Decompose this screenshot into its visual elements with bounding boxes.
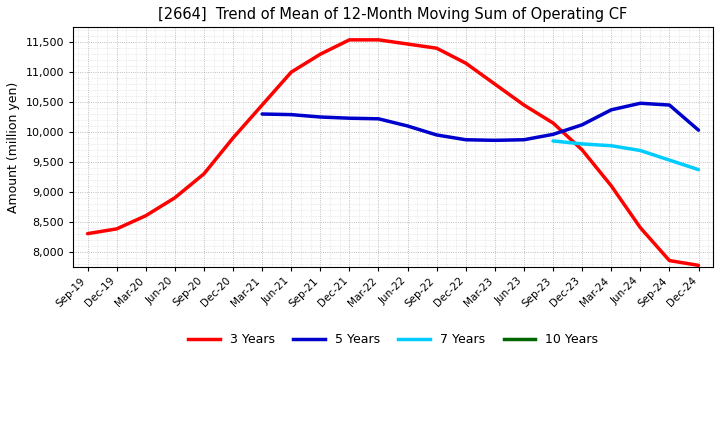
3 Years <box>607 183 616 188</box>
3 Years <box>112 226 121 231</box>
3 Years <box>490 81 499 87</box>
5 Years <box>316 114 325 120</box>
3 Years <box>199 171 208 176</box>
3 Years <box>316 51 325 57</box>
3 Years <box>345 37 354 43</box>
5 Years <box>549 132 557 137</box>
7 Years <box>636 148 644 153</box>
3 Years <box>694 263 703 268</box>
Title: [2664]  Trend of Mean of 12-Month Moving Sum of Operating CF: [2664] Trend of Mean of 12-Month Moving … <box>158 7 628 22</box>
7 Years <box>694 167 703 172</box>
Legend: 3 Years, 5 Years, 7 Years, 10 Years: 3 Years, 5 Years, 7 Years, 10 Years <box>184 328 603 351</box>
5 Years <box>374 116 383 121</box>
3 Years <box>141 213 150 218</box>
5 Years <box>607 107 616 113</box>
3 Years <box>374 37 383 43</box>
3 Years <box>578 147 587 153</box>
5 Years <box>578 122 587 128</box>
3 Years <box>636 225 644 230</box>
5 Years <box>432 132 441 138</box>
Line: 3 Years: 3 Years <box>88 40 698 265</box>
3 Years <box>403 41 412 47</box>
3 Years <box>84 231 92 236</box>
7 Years <box>578 141 587 147</box>
5 Years <box>258 111 266 117</box>
Y-axis label: Amount (million yen): Amount (million yen) <box>7 81 20 213</box>
Line: 5 Years: 5 Years <box>262 103 698 140</box>
5 Years <box>520 137 528 143</box>
Line: 7 Years: 7 Years <box>553 141 698 170</box>
3 Years <box>462 61 470 66</box>
7 Years <box>665 158 674 163</box>
3 Years <box>229 136 238 141</box>
5 Years <box>665 103 674 108</box>
3 Years <box>258 103 266 108</box>
3 Years <box>432 46 441 51</box>
5 Years <box>636 101 644 106</box>
3 Years <box>171 195 179 200</box>
3 Years <box>287 70 295 75</box>
5 Years <box>490 138 499 143</box>
7 Years <box>607 143 616 148</box>
3 Years <box>549 121 557 126</box>
3 Years <box>665 258 674 263</box>
3 Years <box>520 103 528 108</box>
5 Years <box>403 123 412 128</box>
5 Years <box>287 112 295 117</box>
5 Years <box>462 137 470 143</box>
7 Years <box>549 138 557 143</box>
5 Years <box>345 116 354 121</box>
5 Years <box>694 128 703 133</box>
